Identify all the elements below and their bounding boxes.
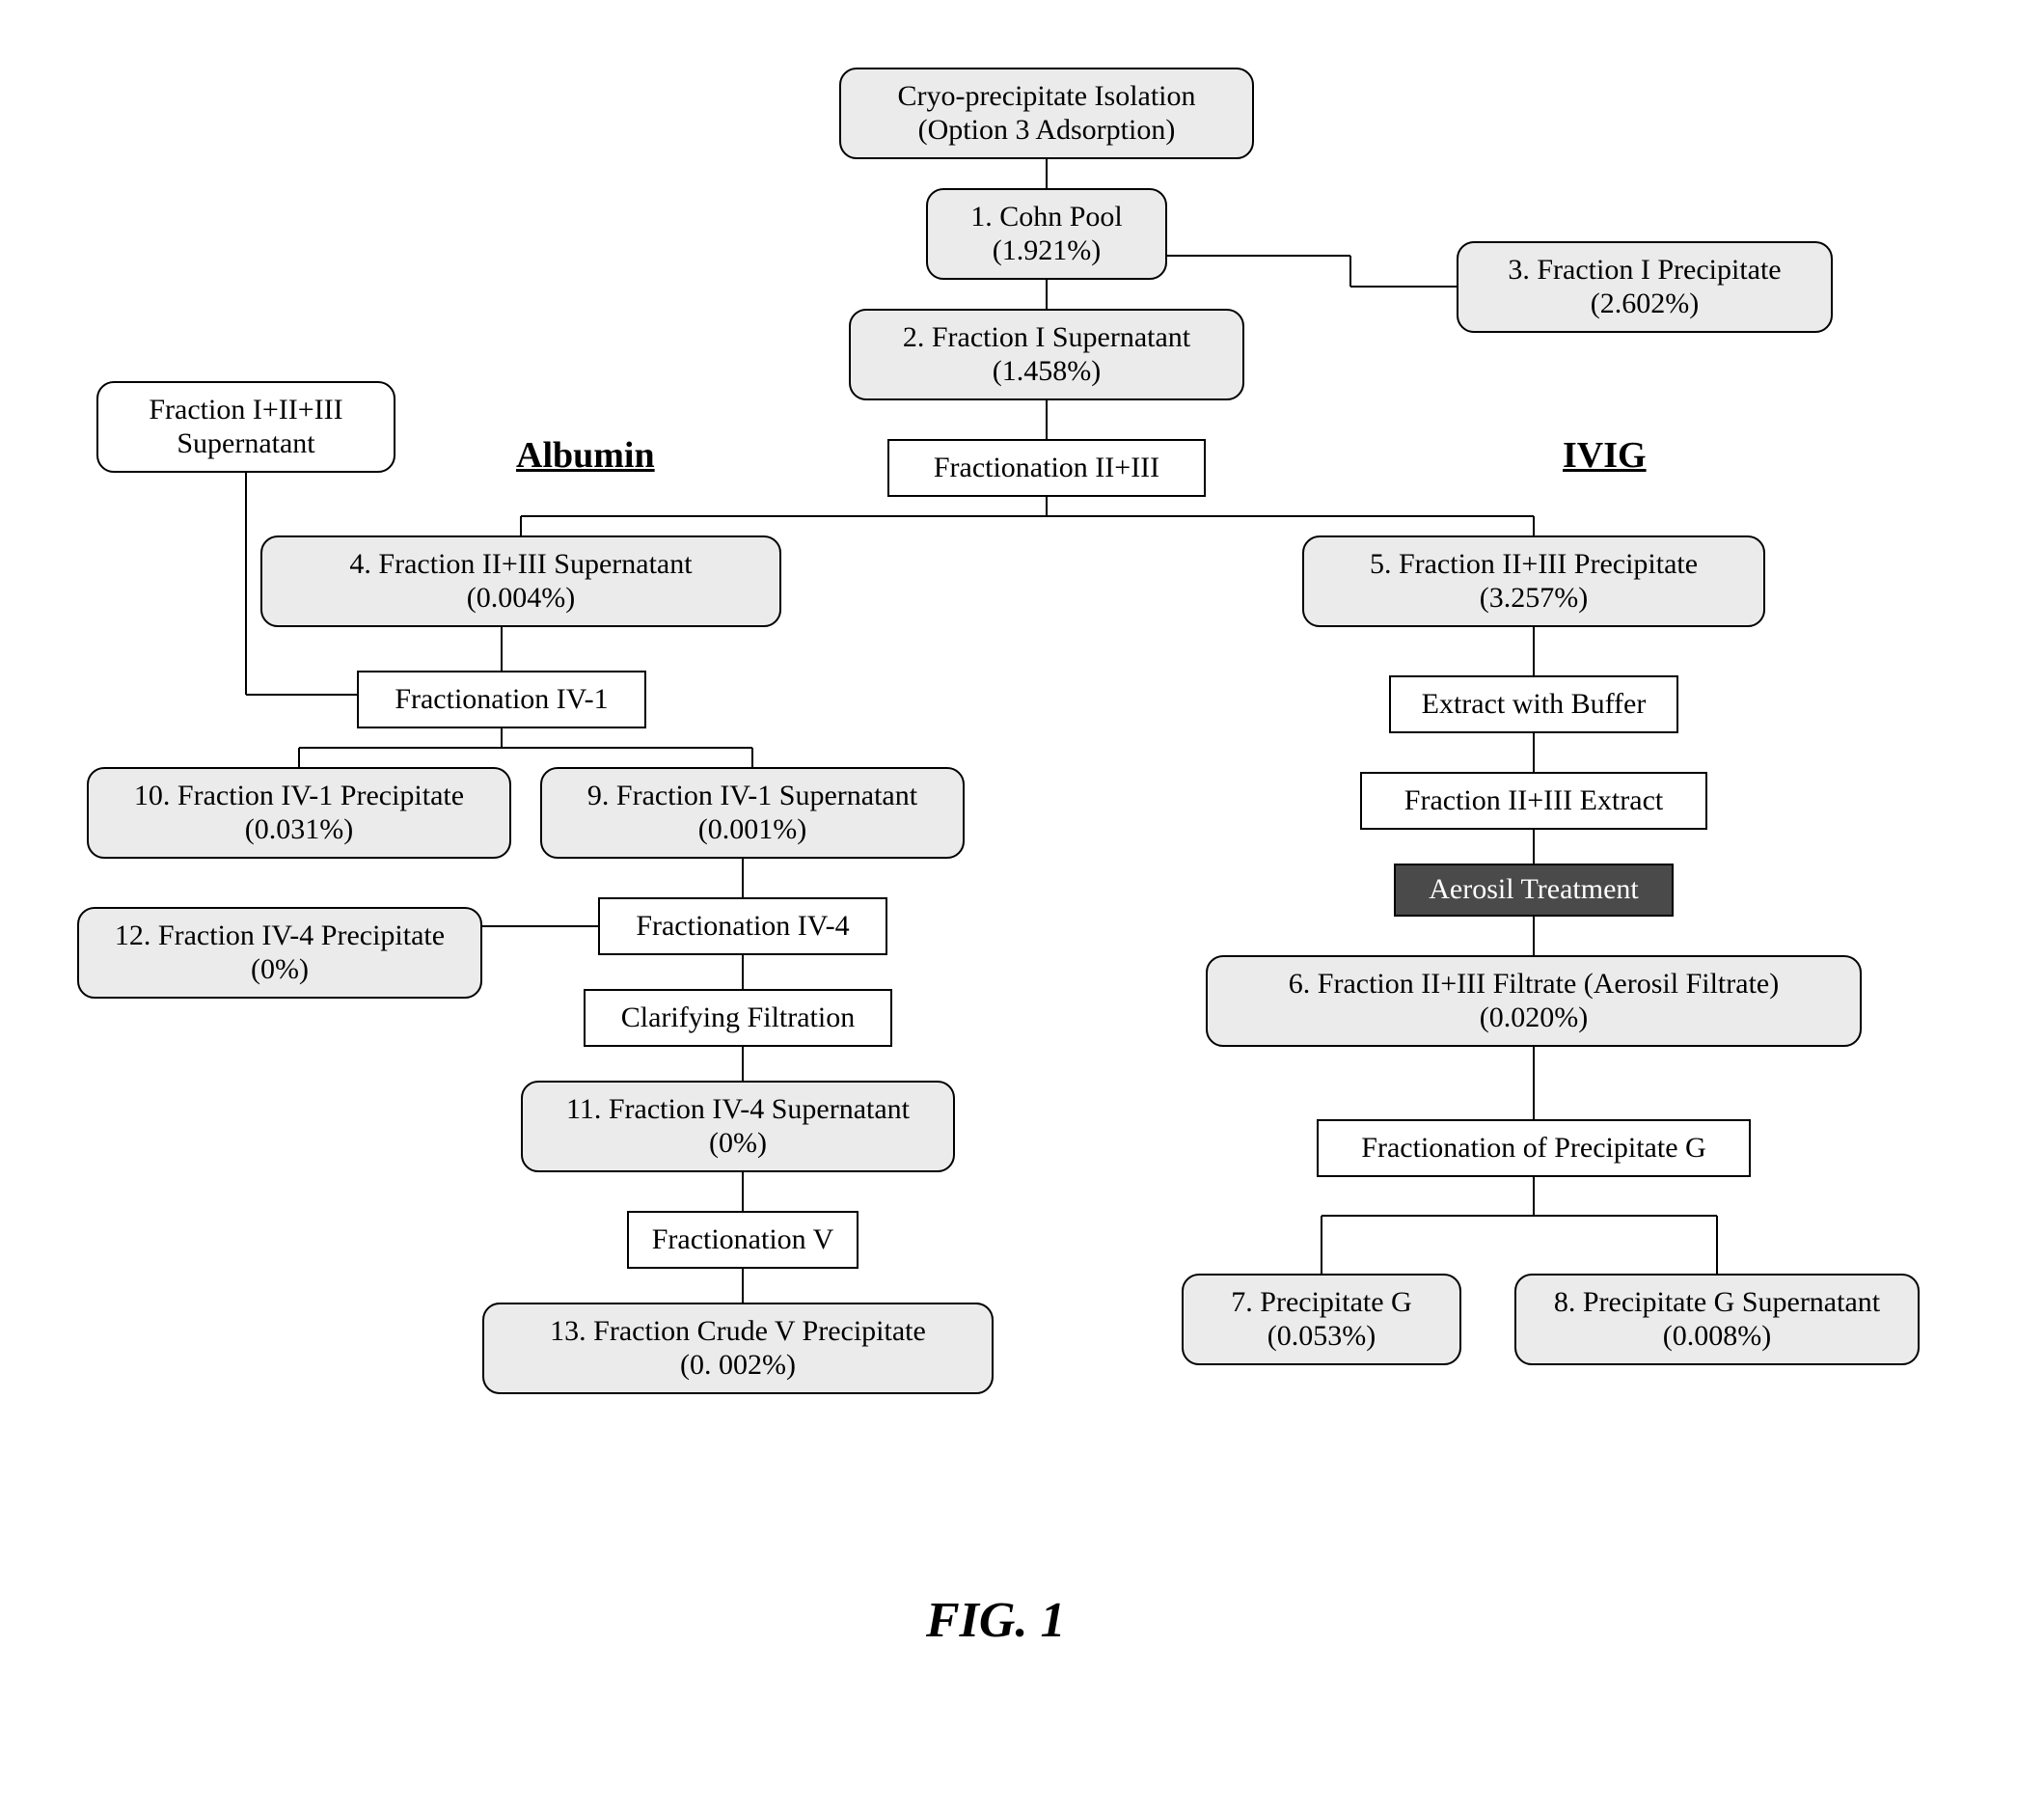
node-text: 6. Fraction II+III Filtrate (Aerosil Fil… xyxy=(1289,968,1779,1002)
node-text: Clarifying Filtration xyxy=(621,1002,855,1035)
node-f41sup: 9. Fraction IV-1 Supernatant (0.001%) xyxy=(540,767,965,859)
node-text: (3.257%) xyxy=(1480,582,1588,616)
node-cohn: 1. Cohn Pool (1.921%) xyxy=(926,188,1167,280)
node-f44ppt: 12. Fraction IV-4 Precipitate (0%) xyxy=(77,907,482,999)
node-frac41: Fractionation IV-1 xyxy=(357,671,646,728)
node-f23ext: Fraction II+III Extract xyxy=(1360,772,1707,830)
node-text: (0.004%) xyxy=(467,582,575,616)
node-text: (0.020%) xyxy=(1480,1002,1588,1035)
node-extract: Extract with Buffer xyxy=(1389,675,1678,733)
node-f41ppt: 10. Fraction IV-1 Precipitate (0.031%) xyxy=(87,767,511,859)
node-text: Cryo-precipitate Isolation xyxy=(897,80,1195,114)
node-text: Aerosil Treatment xyxy=(1429,873,1639,907)
node-text: (0.053%) xyxy=(1267,1320,1376,1354)
node-text: (0. 002%) xyxy=(680,1349,796,1383)
node-cryo: Cryo-precipitate Isolation (Option 3 Ads… xyxy=(839,68,1254,159)
node-text: 8. Precipitate G Supernatant xyxy=(1554,1286,1880,1320)
node-text: 13. Fraction Crude V Precipitate xyxy=(550,1315,926,1349)
node-text: Fractionation II+III xyxy=(934,452,1159,485)
node-text: (Option 3 Adsorption) xyxy=(918,114,1176,148)
node-text: Fractionation of Precipitate G xyxy=(1361,1132,1705,1166)
node-frac23: Fractionation II+III xyxy=(887,439,1206,497)
node-text: Fraction II+III Extract xyxy=(1404,784,1663,818)
node-f123sup: Fraction I+II+III Supernatant xyxy=(96,381,395,473)
node-text: 4. Fraction II+III Supernatant xyxy=(349,548,692,582)
node-text: 1. Cohn Pool xyxy=(970,201,1123,234)
node-text: Fraction I+II+III xyxy=(149,394,342,427)
node-aerosil: Aerosil Treatment xyxy=(1394,864,1674,917)
node-text: 5. Fraction II+III Precipitate xyxy=(1370,548,1698,582)
node-text: 2. Fraction I Supernatant xyxy=(903,321,1190,355)
heading-albumin: Albumin xyxy=(516,434,655,477)
node-fracv: Fractionation V xyxy=(627,1211,858,1269)
node-text: (1.458%) xyxy=(993,355,1101,389)
node-f44sup: 11. Fraction IV-4 Supernatant (0%) xyxy=(521,1081,955,1172)
node-text: Fractionation IV-4 xyxy=(636,910,849,944)
node-clarify: Clarifying Filtration xyxy=(584,989,892,1047)
heading-ivig: IVIG xyxy=(1563,434,1647,477)
node-f23ppt: 5. Fraction II+III Precipitate (3.257%) xyxy=(1302,535,1765,627)
node-f1ppt: 3. Fraction I Precipitate (2.602%) xyxy=(1457,241,1833,333)
node-text: 12. Fraction IV-4 Precipitate xyxy=(115,919,445,953)
figure-caption: FIG. 1 xyxy=(926,1592,1065,1649)
node-pgsup: 8. Precipitate G Supernatant (0.008%) xyxy=(1514,1274,1920,1365)
node-text: 3. Fraction I Precipitate xyxy=(1508,254,1781,288)
node-fracg: Fractionation of Precipitate G xyxy=(1317,1119,1751,1177)
node-frac44: Fractionation IV-4 xyxy=(598,897,887,955)
node-text: (0.008%) xyxy=(1663,1320,1771,1354)
node-text: (0%) xyxy=(709,1127,767,1161)
node-f23filt: 6. Fraction II+III Filtrate (Aerosil Fil… xyxy=(1206,955,1862,1047)
node-text: (0%) xyxy=(251,953,309,987)
node-f1sup: 2. Fraction I Supernatant (1.458%) xyxy=(849,309,1244,400)
node-text: Fractionation IV-1 xyxy=(395,683,608,717)
node-text: 10. Fraction IV-1 Precipitate xyxy=(134,780,464,813)
node-text: 7. Precipitate G xyxy=(1231,1286,1411,1320)
node-text: Extract with Buffer xyxy=(1422,688,1647,722)
node-text: (2.602%) xyxy=(1591,288,1699,321)
node-text: (1.921%) xyxy=(993,234,1101,268)
node-text: Supernatant xyxy=(177,427,314,461)
node-f23sup: 4. Fraction II+III Supernatant (0.004%) xyxy=(260,535,781,627)
node-text: 11. Fraction IV-4 Supernatant xyxy=(566,1093,910,1127)
node-text: (0.001%) xyxy=(698,813,806,847)
node-text: Fractionation V xyxy=(652,1223,834,1257)
node-text: (0.031%) xyxy=(245,813,353,847)
node-fvppt: 13. Fraction Crude V Precipitate (0. 002… xyxy=(482,1303,994,1394)
node-pg: 7. Precipitate G (0.053%) xyxy=(1182,1274,1461,1365)
node-text: 9. Fraction IV-1 Supernatant xyxy=(587,780,917,813)
